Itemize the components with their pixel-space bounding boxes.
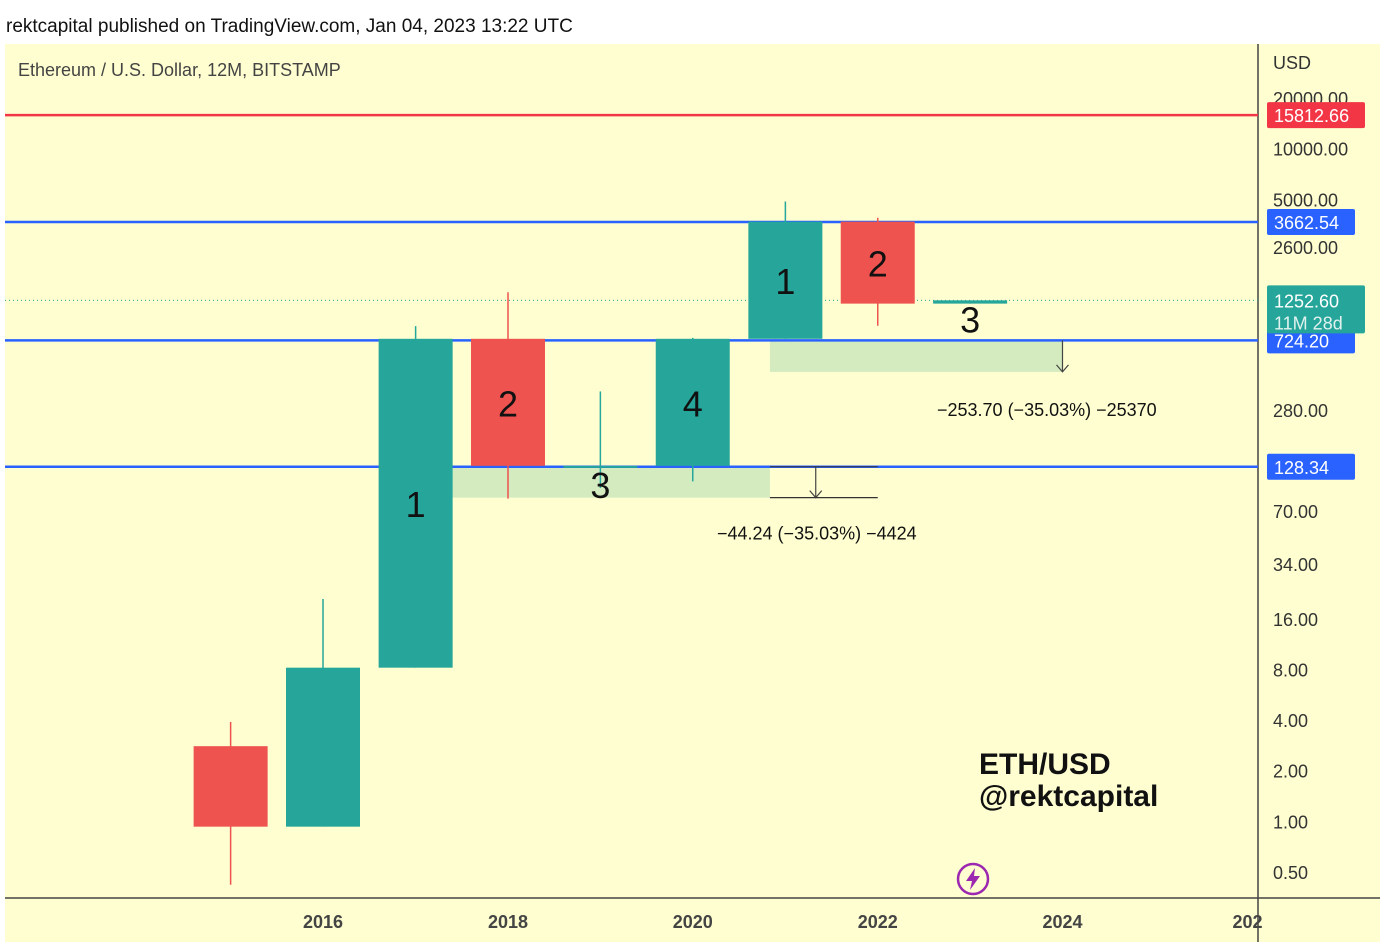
price-level-badge-3 bbox=[1267, 453, 1355, 480]
current-price-value: 1252.60 bbox=[1274, 291, 1339, 311]
candle-body-3 bbox=[471, 338, 545, 466]
candle-count-label-6: 1 bbox=[775, 261, 795, 302]
currency-label[interactable]: USD bbox=[1273, 53, 1312, 73]
candle-count-label-8: 3 bbox=[960, 299, 980, 340]
y-tick-label-12: 0.50 bbox=[1273, 863, 1308, 883]
x-tick-label-4: 2024 bbox=[1042, 912, 1082, 932]
watermark: ETH/USD @rektcapital bbox=[979, 749, 1158, 813]
current-price-countdown: 11M 28d bbox=[1274, 313, 1343, 333]
price-level-badge-text-0: 15812.66 bbox=[1274, 106, 1349, 126]
x-tick-label-2: 2020 bbox=[673, 912, 713, 932]
candle-count-label-2: 1 bbox=[406, 484, 426, 525]
candle-body-0 bbox=[193, 746, 268, 827]
y-tick-label-9: 4.00 bbox=[1273, 711, 1308, 731]
chart-canvas[interactable]: −253.70 (−35.03%) −25370 −44.24 (−35.03%)… bbox=[5, 44, 1380, 942]
candle-count-label-5: 4 bbox=[683, 383, 703, 424]
candle-body-5 bbox=[655, 338, 730, 466]
measure-label-1: −44.24 (−35.03%) −4424 bbox=[717, 524, 917, 544]
lightning-bolt-icon[interactable] bbox=[956, 862, 990, 896]
y-tick-label-6: 34.00 bbox=[1273, 555, 1318, 575]
candle-body-4 bbox=[563, 465, 638, 468]
y-tick-label-1: 10000.00 bbox=[1273, 140, 1348, 160]
y-tick-label-8: 8.00 bbox=[1273, 660, 1308, 680]
x-tick-label-0: 2016 bbox=[303, 912, 343, 932]
y-tick-label-11: 1.00 bbox=[1273, 812, 1308, 832]
measure-arrow-head-0 bbox=[1056, 364, 1069, 373]
y-tick-label-2: 5000.00 bbox=[1273, 190, 1338, 210]
candle-count-label-7: 2 bbox=[868, 244, 888, 285]
symbol-title: Ethereum / U.S. Dollar, 12M, BITSTAMP bbox=[18, 60, 341, 80]
x-tick-label-1: 2018 bbox=[488, 912, 528, 932]
y-tick-label-3: 2600.00 bbox=[1273, 238, 1338, 258]
price-level-badge-0 bbox=[1267, 102, 1365, 129]
candle-count-label-4: 3 bbox=[590, 465, 610, 506]
price-level-badge-text-3: 128.34 bbox=[1274, 458, 1329, 478]
y-tick-label-7: 16.00 bbox=[1273, 610, 1318, 630]
candle-body-1 bbox=[286, 667, 360, 827]
publisher-line: rektcapital published on TradingView.com… bbox=[6, 16, 573, 37]
price-level-badge-text-2: 724.20 bbox=[1274, 331, 1329, 351]
measure-zone-1 bbox=[445, 466, 770, 498]
y-tick-label-5: 70.00 bbox=[1273, 502, 1318, 522]
candle-body-2 bbox=[378, 338, 453, 668]
price-level-badge-text-1: 3662.54 bbox=[1274, 213, 1339, 233]
current-price-badge bbox=[1267, 285, 1365, 334]
measure-label-0: −253.70 (−35.03%) −25370 bbox=[937, 400, 1157, 420]
candle-body-6 bbox=[748, 221, 823, 339]
x-tick-label-3: 2022 bbox=[858, 912, 898, 932]
watermark-pair: ETH/USD bbox=[979, 748, 1111, 781]
price-level-badge-2 bbox=[1267, 327, 1355, 354]
price-level-badge-1 bbox=[1267, 208, 1355, 235]
chart-panel[interactable]: −253.70 (−35.03%) −25370 −44.24 (−35.03%)… bbox=[5, 44, 1380, 942]
y-tick-label-4: 280.00 bbox=[1273, 401, 1328, 421]
measure-zone-0 bbox=[769, 340, 1063, 372]
candle-count-label-3: 2 bbox=[498, 383, 518, 424]
watermark-author: @rektcapital bbox=[979, 780, 1159, 813]
y-tick-label-10: 2.00 bbox=[1273, 762, 1308, 782]
candle-body-7 bbox=[840, 221, 915, 304]
x-tick-label-5: 202 bbox=[1232, 912, 1262, 932]
candle-body-8 bbox=[933, 300, 1008, 304]
